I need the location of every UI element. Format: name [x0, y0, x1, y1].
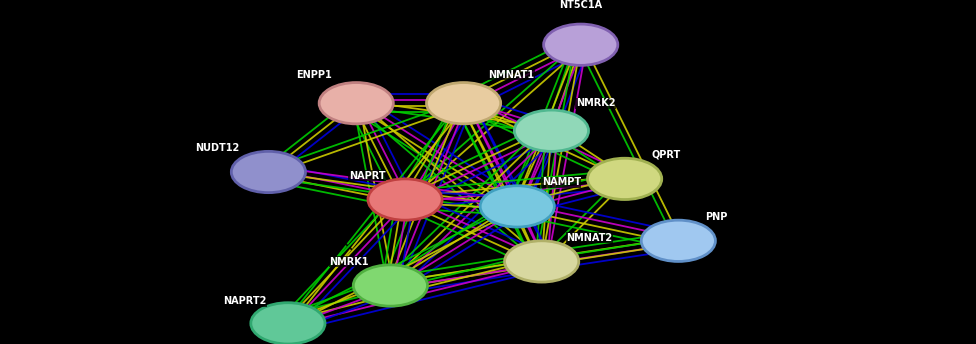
Text: QPRT: QPRT [652, 150, 681, 160]
Text: NUDT12: NUDT12 [195, 143, 239, 153]
Ellipse shape [353, 265, 427, 306]
Text: NT5C1A: NT5C1A [559, 0, 602, 10]
Ellipse shape [251, 303, 325, 344]
Ellipse shape [427, 83, 501, 124]
Text: PNP: PNP [705, 212, 727, 222]
Text: NAPRT2: NAPRT2 [224, 296, 266, 306]
Ellipse shape [480, 186, 554, 227]
Text: ENPP1: ENPP1 [296, 70, 332, 80]
Ellipse shape [368, 179, 442, 220]
Ellipse shape [588, 158, 662, 200]
Ellipse shape [505, 241, 579, 282]
Text: NMRK1: NMRK1 [330, 257, 369, 267]
Ellipse shape [641, 220, 715, 261]
Ellipse shape [231, 151, 305, 193]
Ellipse shape [514, 110, 589, 151]
Text: NMNAT2: NMNAT2 [566, 233, 612, 243]
Ellipse shape [544, 24, 618, 65]
Text: NMRK2: NMRK2 [576, 98, 615, 108]
Text: NMNAT1: NMNAT1 [488, 70, 534, 80]
Text: NAMPT: NAMPT [542, 178, 581, 187]
Ellipse shape [319, 83, 393, 124]
Text: NAPRT: NAPRT [348, 171, 386, 181]
